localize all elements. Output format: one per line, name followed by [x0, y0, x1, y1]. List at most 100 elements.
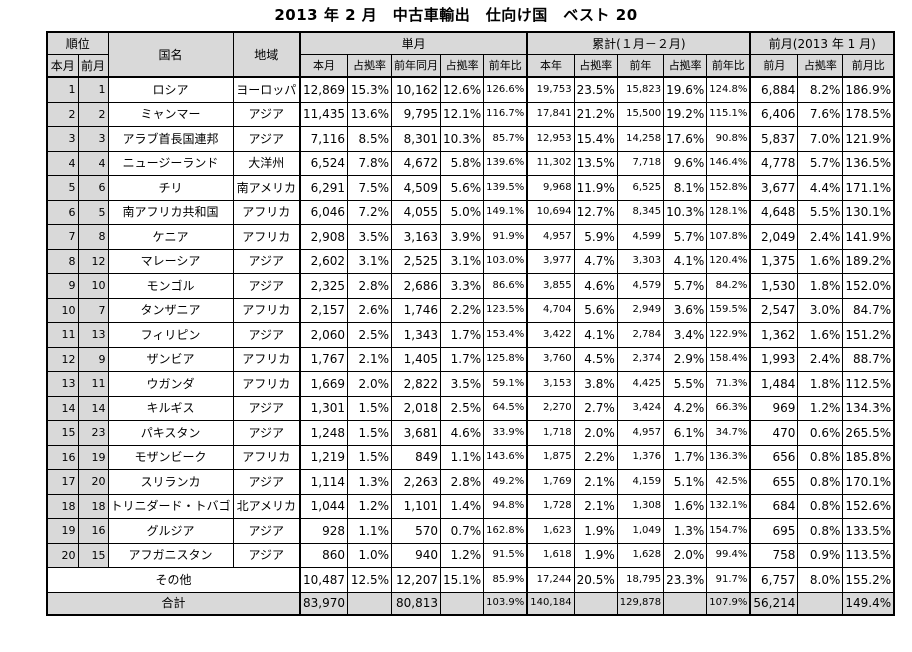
country-name: フィリピン: [107, 322, 234, 348]
c-yoy-cell: 71.3%: [706, 371, 751, 397]
p-prev-cell: 1,375: [749, 248, 799, 274]
m-prev-cell: 1,405: [391, 346, 442, 372]
prev-rank-cell: 11: [77, 371, 109, 397]
c-this-cell: 4,704: [526, 297, 575, 323]
rank-cell: 13: [46, 371, 79, 397]
m-yoy-cell: 126.6%: [483, 76, 528, 103]
header-c-prev: 前年: [616, 54, 665, 78]
header-rank-this: 本月: [46, 54, 79, 78]
m-yoy-cell: 64.5%: [483, 395, 528, 421]
prev-rank-cell: 4: [77, 150, 109, 176]
region-name: アフリカ: [232, 371, 301, 397]
p-prev-cell: 1,362: [749, 322, 799, 348]
region-name: アフリカ: [232, 199, 301, 225]
c-this-cell: 9,968: [526, 175, 575, 201]
c-yoy-cell: 107.8%: [706, 224, 751, 250]
rank-cell: 5: [46, 175, 79, 201]
p-share-cell: 0.9%: [797, 542, 844, 568]
c-yoy-cell: 42.5%: [706, 469, 751, 495]
c-this-cell: 1,875: [526, 444, 575, 470]
others-m-this: 10,487: [299, 567, 349, 593]
m-share-cell: 1.5%: [347, 444, 393, 470]
country-name: チリ: [107, 175, 234, 201]
total-empty: [347, 591, 393, 615]
p-share-cell: 1.6%: [797, 248, 844, 274]
c-yoy-cell: 99.4%: [706, 542, 751, 568]
m-share-cell: 7.8%: [347, 150, 393, 176]
table-row: 1 1 ロシア ヨーロッパ 12,869 15.3% 10,162 12.6% 126.6% 19…: [46, 76, 895, 103]
table-row: 8 12 マレーシア アジア 2,602 3.1% 2,525 3.1% 103.0% 3,977…: [46, 248, 895, 274]
c-yoy-cell: 136.3%: [706, 444, 751, 470]
table-row: 9 10 モンゴル アジア 2,325 2.8% 2,686 3.3% 86.6% 3,855 4.…: [46, 273, 895, 299]
c-share-cell: 2.0%: [573, 420, 618, 446]
p-ratio-cell: 178.5%: [842, 101, 895, 127]
country-name: ケニア: [107, 224, 234, 250]
m-prev-cell: 3,681: [391, 420, 442, 446]
country-name: アフガニスタン: [107, 542, 234, 568]
m-prev-cell: 2,822: [391, 371, 442, 397]
others-c-share: 20.5%: [573, 567, 618, 593]
prev-rank-cell: 8: [77, 224, 109, 250]
p-prev-cell: 4,648: [749, 199, 799, 225]
others-c-prev: 18,795: [616, 567, 665, 593]
m-share-cell: 2.6%: [347, 297, 393, 323]
total-empty: [440, 591, 485, 615]
p-share-cell: 5.5%: [797, 199, 844, 225]
p-ratio-cell: 141.9%: [842, 224, 895, 250]
prev-rank-cell: 20: [77, 469, 109, 495]
table-row: 14 14 キルギス アジア 1,301 1.5% 2,018 2.5% 64.5% 2,270 2…: [46, 395, 895, 421]
header-country: 国名: [107, 31, 234, 78]
m-yoy-cell: 103.0%: [483, 248, 528, 274]
c-yoy-cell: 115.1%: [706, 101, 751, 127]
m-prev-share-cell: 4.6%: [440, 420, 485, 446]
m-prev-share-cell: 10.3%: [440, 126, 485, 152]
m-share-cell: 1.1%: [347, 518, 393, 544]
c-yoy-cell: 158.4%: [706, 346, 751, 372]
prev-rank-cell: 23: [77, 420, 109, 446]
m-prev-cell: 2,018: [391, 395, 442, 421]
c-this-cell: 1,623: [526, 518, 575, 544]
prev-rank-cell: 14: [77, 395, 109, 421]
m-prev-share-cell: 12.1%: [440, 101, 485, 127]
p-share-cell: 2.4%: [797, 224, 844, 250]
table-row: 7 8 ケニア アフリカ 2,908 3.5% 3,163 3.9% 91.9% 4,957 5.9…: [46, 224, 895, 250]
c-prev-share-cell: 8.1%: [663, 175, 708, 201]
m-prev-cell: 2,263: [391, 469, 442, 495]
total-c-yoy: 107.9%: [706, 591, 751, 615]
m-prev-share-cell: 5.8%: [440, 150, 485, 176]
total-empty: [573, 591, 618, 615]
prev-rank-cell: 19: [77, 444, 109, 470]
m-share-cell: 1.2%: [347, 493, 393, 519]
header-p-share: 占拠率: [797, 54, 844, 78]
total-p-ratio: 149.4%: [842, 591, 895, 615]
rank-cell: 17: [46, 469, 79, 495]
c-share-cell: 12.7%: [573, 199, 618, 225]
m-yoy-cell: 143.6%: [483, 444, 528, 470]
m-prev-cell: 8,301: [391, 126, 442, 152]
p-prev-cell: 470: [749, 420, 799, 446]
others-m-share: 12.5%: [347, 567, 393, 593]
prev-rank-cell: 10: [77, 273, 109, 299]
header-c-yoy: 前年比: [706, 54, 751, 78]
p-share-cell: 5.7%: [797, 150, 844, 176]
c-yoy-cell: 122.9%: [706, 322, 751, 348]
rank-cell: 6: [46, 199, 79, 225]
c-this-cell: 3,422: [526, 322, 575, 348]
rank-cell: 1: [46, 76, 79, 103]
p-prev-cell: 6,406: [749, 101, 799, 127]
c-share-cell: 4.5%: [573, 346, 618, 372]
p-prev-cell: 2,049: [749, 224, 799, 250]
p-share-cell: 1.2%: [797, 395, 844, 421]
c-this-cell: 17,841: [526, 101, 575, 127]
m-yoy-cell: 49.2%: [483, 469, 528, 495]
m-prev-share-cell: 3.1%: [440, 248, 485, 274]
m-prev-cell: 4,509: [391, 175, 442, 201]
m-prev-share-cell: 5.6%: [440, 175, 485, 201]
m-this-cell: 2,060: [299, 322, 349, 348]
header-rank: 順位: [46, 31, 109, 55]
c-prev-cell: 4,957: [616, 420, 665, 446]
c-share-cell: 23.5%: [573, 76, 618, 103]
c-share-cell: 4.7%: [573, 248, 618, 274]
others-row: その他 10,487 12.5% 12,207 15.1% 85.9% 17,244 20.5…: [46, 567, 895, 593]
country-name: ニュージーランド: [107, 150, 234, 176]
